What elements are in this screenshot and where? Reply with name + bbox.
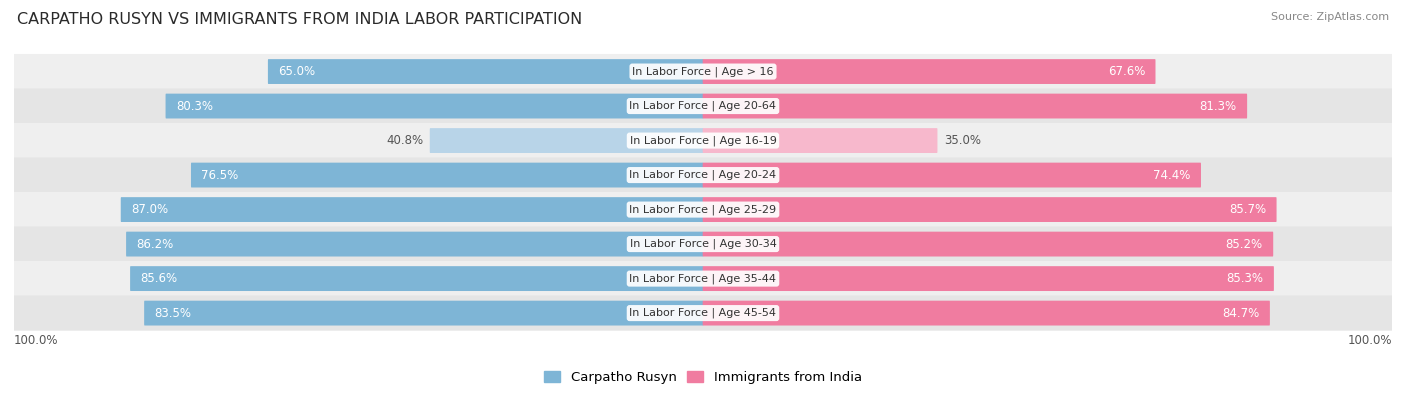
Text: 80.3%: 80.3% (176, 100, 212, 113)
FancyBboxPatch shape (14, 54, 1392, 89)
FancyBboxPatch shape (703, 266, 1274, 291)
Text: 40.8%: 40.8% (387, 134, 423, 147)
FancyBboxPatch shape (121, 197, 703, 222)
Text: 100.0%: 100.0% (14, 333, 59, 346)
Text: 76.5%: 76.5% (201, 169, 239, 182)
FancyBboxPatch shape (14, 158, 1392, 193)
Text: In Labor Force | Age 30-34: In Labor Force | Age 30-34 (630, 239, 776, 249)
Text: 81.3%: 81.3% (1199, 100, 1237, 113)
Text: 85.6%: 85.6% (141, 272, 177, 285)
FancyBboxPatch shape (430, 128, 703, 153)
FancyBboxPatch shape (166, 94, 703, 118)
FancyBboxPatch shape (703, 301, 1270, 325)
FancyBboxPatch shape (14, 226, 1392, 261)
Text: In Labor Force | Age 16-19: In Labor Force | Age 16-19 (630, 135, 776, 146)
FancyBboxPatch shape (14, 295, 1392, 331)
FancyBboxPatch shape (703, 197, 1277, 222)
Text: 83.5%: 83.5% (155, 307, 191, 320)
FancyBboxPatch shape (14, 192, 1392, 227)
Text: In Labor Force | Age 20-24: In Labor Force | Age 20-24 (630, 170, 776, 181)
Text: 85.2%: 85.2% (1226, 237, 1263, 250)
Text: 67.6%: 67.6% (1108, 65, 1144, 78)
FancyBboxPatch shape (14, 261, 1392, 296)
FancyBboxPatch shape (14, 88, 1392, 124)
FancyBboxPatch shape (191, 163, 703, 188)
FancyBboxPatch shape (703, 94, 1247, 118)
Text: 100.0%: 100.0% (1347, 333, 1392, 346)
FancyBboxPatch shape (14, 123, 1392, 158)
Text: 85.3%: 85.3% (1226, 272, 1264, 285)
FancyBboxPatch shape (131, 266, 703, 291)
FancyBboxPatch shape (703, 231, 1274, 256)
Text: In Labor Force | Age 35-44: In Labor Force | Age 35-44 (630, 273, 776, 284)
Text: 86.2%: 86.2% (136, 237, 174, 250)
FancyBboxPatch shape (703, 59, 1156, 84)
Legend: Carpatho Rusyn, Immigrants from India: Carpatho Rusyn, Immigrants from India (538, 365, 868, 389)
Text: In Labor Force | Age 25-29: In Labor Force | Age 25-29 (630, 204, 776, 215)
Text: 65.0%: 65.0% (278, 65, 315, 78)
Text: CARPATHO RUSYN VS IMMIGRANTS FROM INDIA LABOR PARTICIPATION: CARPATHO RUSYN VS IMMIGRANTS FROM INDIA … (17, 12, 582, 27)
Text: Source: ZipAtlas.com: Source: ZipAtlas.com (1271, 12, 1389, 22)
Text: 35.0%: 35.0% (943, 134, 981, 147)
Text: 85.7%: 85.7% (1229, 203, 1267, 216)
Text: 87.0%: 87.0% (131, 203, 169, 216)
FancyBboxPatch shape (269, 59, 703, 84)
FancyBboxPatch shape (127, 231, 703, 256)
FancyBboxPatch shape (145, 301, 703, 325)
Text: In Labor Force | Age > 16: In Labor Force | Age > 16 (633, 66, 773, 77)
FancyBboxPatch shape (703, 163, 1201, 188)
Text: In Labor Force | Age 45-54: In Labor Force | Age 45-54 (630, 308, 776, 318)
Text: 74.4%: 74.4% (1153, 169, 1191, 182)
FancyBboxPatch shape (703, 128, 938, 153)
Text: 84.7%: 84.7% (1222, 307, 1260, 320)
Text: In Labor Force | Age 20-64: In Labor Force | Age 20-64 (630, 101, 776, 111)
